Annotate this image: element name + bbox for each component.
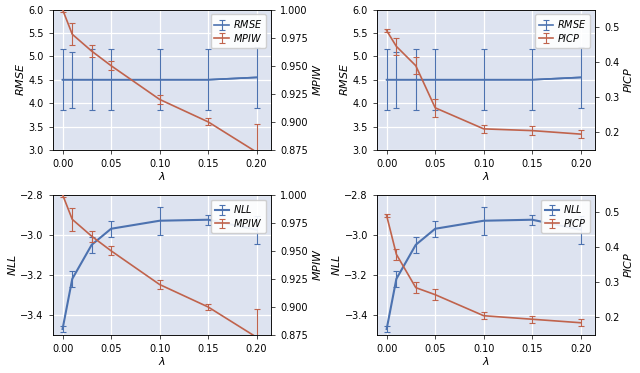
Legend: $NLL$, $PICP$: $NLL$, $PICP$ <box>541 200 591 233</box>
X-axis label: $\lambda$: $\lambda$ <box>482 355 490 367</box>
Y-axis label: $NLL$: $NLL$ <box>6 254 17 276</box>
Y-axis label: $MPIW$: $MPIW$ <box>310 63 323 96</box>
Y-axis label: $MPIW$: $MPIW$ <box>310 248 323 281</box>
X-axis label: $\lambda$: $\lambda$ <box>482 170 490 182</box>
Y-axis label: $PICP$: $PICP$ <box>623 66 634 93</box>
Y-axis label: $RMSE$: $RMSE$ <box>338 63 349 97</box>
Y-axis label: $PICP$: $PICP$ <box>623 252 634 278</box>
Legend: $RMSE$, $MPIW$: $RMSE$, $MPIW$ <box>211 15 266 48</box>
X-axis label: $\lambda$: $\lambda$ <box>158 355 166 367</box>
X-axis label: $\lambda$: $\lambda$ <box>158 170 166 182</box>
Legend: $NLL$, $MPIW$: $NLL$, $MPIW$ <box>211 200 266 233</box>
Y-axis label: $RMSE$: $RMSE$ <box>13 63 26 97</box>
Legend: $RMSE$, $PICP$: $RMSE$, $PICP$ <box>534 15 591 48</box>
Y-axis label: $NLL$: $NLL$ <box>330 254 342 276</box>
